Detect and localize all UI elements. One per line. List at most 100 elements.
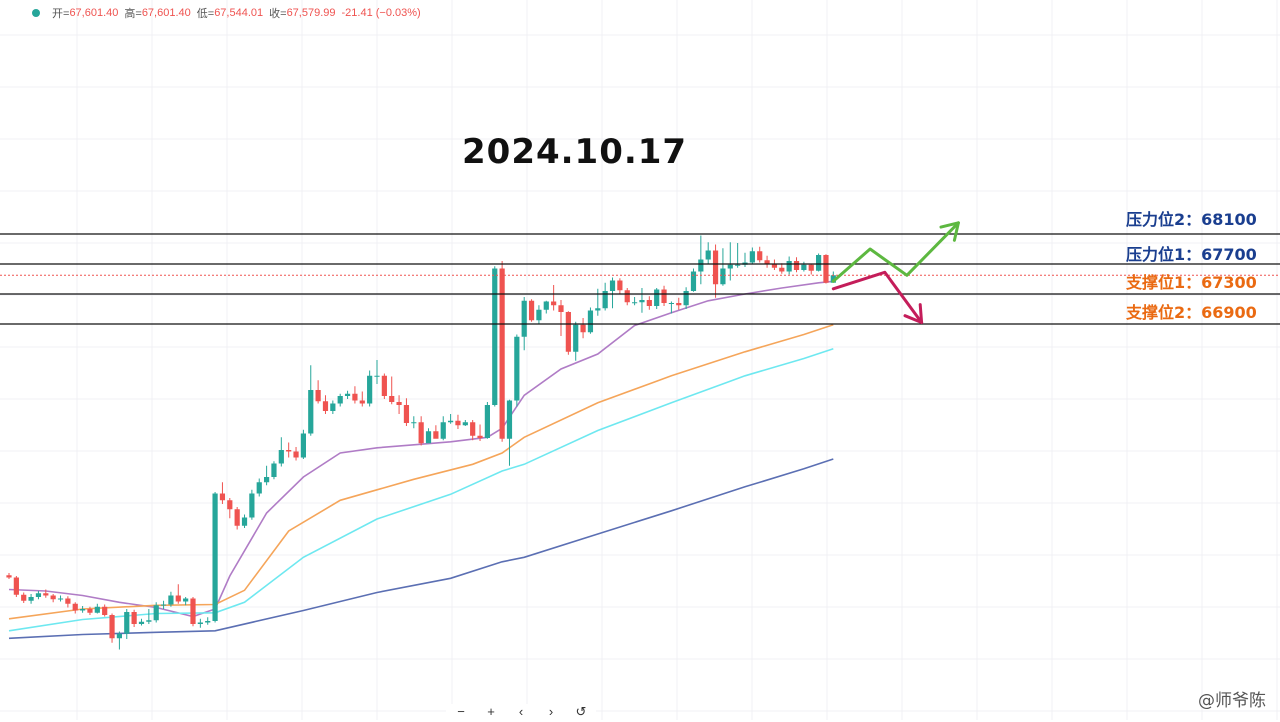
candle-body bbox=[727, 264, 733, 269]
candle-body bbox=[28, 597, 34, 601]
candle-body bbox=[470, 422, 476, 436]
candle-body bbox=[352, 393, 358, 401]
zoom-in-button[interactable]: + bbox=[487, 704, 495, 719]
scenario-path-up bbox=[831, 221, 960, 283]
candle-body bbox=[175, 595, 181, 602]
candle-body bbox=[440, 422, 446, 439]
candle-body bbox=[35, 593, 42, 597]
candle-body bbox=[448, 420, 454, 423]
candle-body bbox=[573, 324, 579, 352]
candle-body bbox=[227, 500, 233, 510]
low-label: 低= bbox=[196, 8, 215, 20]
candle-body bbox=[256, 482, 262, 494]
candle-body bbox=[94, 606, 100, 613]
candle-body bbox=[249, 493, 255, 518]
watermark: @师爷陈 bbox=[1198, 691, 1266, 711]
candle-body bbox=[492, 268, 498, 405]
candle-body bbox=[646, 300, 652, 306]
candle-body bbox=[87, 609, 93, 613]
candle-body bbox=[146, 620, 152, 622]
candlesticks bbox=[6, 235, 836, 650]
candle-body bbox=[403, 405, 410, 423]
candle-body bbox=[705, 250, 711, 260]
scenario-path-down bbox=[831, 270, 924, 324]
candle-body bbox=[786, 261, 792, 272]
candle-body bbox=[521, 300, 527, 337]
low-value: 67,544.01 bbox=[214, 7, 264, 19]
candle-body bbox=[57, 598, 64, 600]
moving-averages bbox=[8, 280, 834, 640]
candle-body bbox=[43, 593, 49, 596]
candle-body bbox=[690, 271, 697, 291]
candle-body bbox=[676, 303, 682, 306]
support-1-label: 支撑位1：67300 bbox=[1126, 273, 1257, 292]
candle-body bbox=[190, 598, 196, 624]
candle-body bbox=[344, 393, 351, 396]
candle-body bbox=[330, 403, 336, 411]
candle-body bbox=[551, 301, 557, 306]
candle-body bbox=[720, 268, 726, 285]
reset-chart-button[interactable]: ↺ bbox=[575, 704, 587, 719]
candle-body bbox=[757, 251, 763, 261]
scenario-arrows bbox=[831, 221, 960, 324]
candle-body bbox=[411, 422, 417, 424]
ohlc-legend: 开= 67,601.40 高= 67,601.40 低= 67,544.01 收= 67… bbox=[0, 0, 421, 26]
candle-body bbox=[315, 390, 321, 402]
candle-body bbox=[801, 264, 807, 270]
resistance-2-label: 压力位2：68100 bbox=[1126, 210, 1257, 229]
candle-body bbox=[359, 400, 365, 404]
candle-body bbox=[308, 390, 314, 434]
candle-body bbox=[212, 493, 218, 621]
candle-body bbox=[654, 289, 660, 306]
candle-body bbox=[668, 303, 674, 304]
candle-body bbox=[514, 336, 520, 401]
zoom-out-button[interactable]: − bbox=[457, 704, 465, 719]
candle-body bbox=[396, 402, 402, 405]
candle-body bbox=[543, 301, 549, 310]
candle-body bbox=[462, 422, 468, 426]
candle-body bbox=[528, 300, 535, 321]
candle-body bbox=[639, 300, 645, 303]
support-2-label: 支撑位2：66900 bbox=[1126, 303, 1257, 322]
high-label: 高= bbox=[124, 8, 142, 20]
candle-body bbox=[749, 251, 755, 263]
chart-title: 2024.10.17 bbox=[462, 132, 688, 172]
candle-body bbox=[72, 603, 78, 611]
candle-body bbox=[683, 291, 689, 306]
level-lines bbox=[0, 233, 1280, 325]
visibility-dot-icon[interactable] bbox=[32, 9, 40, 17]
candle-body bbox=[764, 260, 770, 264]
candle-body bbox=[160, 604, 167, 606]
candle-body bbox=[138, 621, 145, 624]
candle-body bbox=[455, 420, 461, 426]
moving-average-line-1 bbox=[8, 280, 834, 618]
scroll-left-button[interactable]: ‹ bbox=[518, 704, 524, 719]
candle-body bbox=[13, 577, 19, 595]
candle-body bbox=[80, 609, 86, 611]
candle-body bbox=[433, 431, 439, 439]
candle-body bbox=[234, 509, 240, 526]
candle-body bbox=[624, 290, 630, 303]
candle-body bbox=[580, 324, 586, 333]
open-value: 67,601.40 bbox=[69, 7, 119, 19]
candle-body bbox=[264, 477, 270, 483]
candle-body bbox=[558, 305, 564, 312]
candle-body bbox=[816, 255, 822, 271]
candle-body bbox=[506, 400, 513, 439]
candle-body bbox=[823, 255, 829, 283]
change-value: -21.41 (−0.03%) bbox=[341, 7, 421, 19]
candle-body bbox=[712, 250, 719, 285]
candle-body bbox=[102, 606, 108, 615]
candle-body bbox=[116, 633, 122, 639]
candle-body bbox=[271, 463, 277, 477]
candle-body bbox=[425, 431, 432, 444]
candle-body bbox=[65, 598, 71, 604]
scroll-right-button[interactable]: › bbox=[548, 704, 554, 719]
candle-body bbox=[830, 275, 836, 283]
candle-body bbox=[565, 312, 571, 352]
candle-body bbox=[698, 259, 704, 272]
candle-body bbox=[661, 289, 667, 303]
candle-body bbox=[278, 450, 284, 464]
